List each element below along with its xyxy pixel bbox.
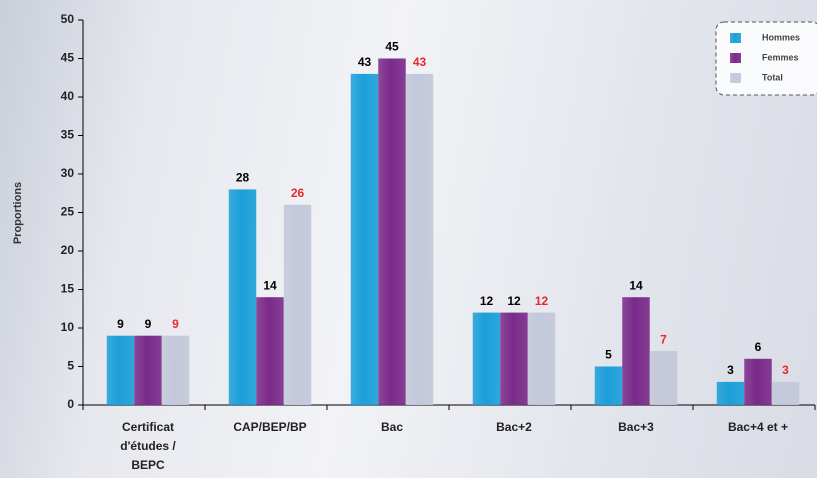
data-label: 45 xyxy=(385,40,399,54)
chart-svg: Proportions 0510152025303540455099928142… xyxy=(0,0,817,478)
bar xyxy=(351,74,379,405)
bar xyxy=(107,336,135,405)
legend-swatch xyxy=(730,53,741,63)
data-label: 14 xyxy=(263,278,277,292)
x-tick-label: Bac+4 et + xyxy=(703,418,813,437)
data-label: 12 xyxy=(480,294,494,308)
legend-label: Femmes xyxy=(762,52,799,62)
y-tick-label: 35 xyxy=(61,128,75,142)
data-label: 6 xyxy=(755,340,762,354)
data-label: 9 xyxy=(117,317,124,331)
bar xyxy=(744,359,772,405)
y-tick-label: 50 xyxy=(61,12,75,26)
legend-swatch xyxy=(730,73,741,83)
data-label: 43 xyxy=(413,55,427,69)
data-label: 9 xyxy=(172,317,179,331)
data-label: 43 xyxy=(358,55,372,69)
data-label: 5 xyxy=(605,348,612,362)
data-label: 14 xyxy=(629,278,643,292)
bar xyxy=(378,59,406,406)
data-label: 7 xyxy=(660,332,667,346)
x-tick-label: Bac xyxy=(337,418,447,437)
y-tick-label: 20 xyxy=(61,243,75,257)
y-tick-label: 0 xyxy=(67,397,74,411)
bar xyxy=(622,297,650,405)
bar xyxy=(650,351,678,405)
bar xyxy=(134,336,162,405)
bar xyxy=(229,189,257,405)
legend-label: Hommes xyxy=(762,32,800,42)
chart: Proportions 0510152025303540455099928142… xyxy=(0,0,817,478)
bar xyxy=(473,313,501,405)
data-label: 3 xyxy=(727,363,734,377)
x-tick-label: Bac+2 xyxy=(459,418,569,437)
y-tick-label: 25 xyxy=(61,205,75,219)
bar xyxy=(284,205,312,405)
y-tick-label: 5 xyxy=(67,359,74,373)
bar xyxy=(162,336,190,405)
x-tick-label: Bac+3 xyxy=(581,418,691,437)
data-label: 28 xyxy=(236,171,250,185)
y-tick-label: 10 xyxy=(61,320,75,334)
data-label: 26 xyxy=(291,186,305,200)
data-label: 12 xyxy=(535,294,549,308)
legend-label: Total xyxy=(762,72,783,82)
x-tick-label: CAP/BEP/BP xyxy=(215,418,325,437)
legend-swatch xyxy=(730,33,741,43)
y-tick-label: 30 xyxy=(61,166,75,180)
bar xyxy=(595,367,623,406)
bar xyxy=(500,313,528,405)
bar xyxy=(406,74,434,405)
bar xyxy=(256,297,284,405)
data-label: 12 xyxy=(507,294,521,308)
y-tick-label: 40 xyxy=(61,89,75,103)
bar xyxy=(717,382,745,405)
y-axis-label: Proportions xyxy=(12,182,24,244)
x-tick-label: Certificat d'études / BEPC xyxy=(105,418,191,475)
y-tick-label: 45 xyxy=(61,51,75,65)
bar xyxy=(528,313,556,405)
bar xyxy=(772,382,800,405)
data-label: 3 xyxy=(782,363,789,377)
y-tick-label: 15 xyxy=(61,282,75,296)
data-label: 9 xyxy=(145,317,152,331)
